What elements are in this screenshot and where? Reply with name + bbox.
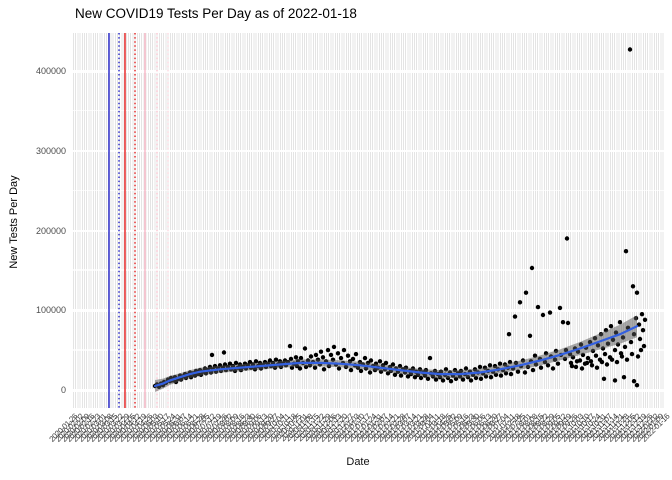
- y-axis-title: New Tests Per Day: [8, 175, 20, 268]
- y-tick-label: 400000: [0, 66, 66, 76]
- minor-gridline: [73, 349, 665, 351]
- minor-gridline: [73, 269, 665, 271]
- y-tick-label: 100000: [0, 305, 66, 315]
- major-gridline: [73, 70, 665, 73]
- major-gridline: [73, 150, 665, 153]
- y-tick-label: 0: [0, 385, 66, 395]
- y-tick-label: 300000: [0, 146, 66, 156]
- chart-figure: New COVID19 Tests Per Day as of 2022-01-…: [0, 0, 672, 480]
- major-gridline: [73, 389, 665, 392]
- x-axis-tick-labels: 2020-01-262020-02-022020-02-092020-02-16…: [0, 410, 672, 452]
- minor-gridline: [73, 190, 665, 192]
- chart-title: New COVID19 Tests Per Day as of 2022-01-…: [75, 6, 357, 21]
- minor-gridline: [73, 110, 665, 112]
- major-gridline: [73, 230, 665, 233]
- y-tick-label: 200000: [0, 226, 66, 236]
- major-gridline: [73, 309, 665, 312]
- plot-panel: [73, 33, 665, 408]
- x-axis-title: Date: [346, 456, 369, 468]
